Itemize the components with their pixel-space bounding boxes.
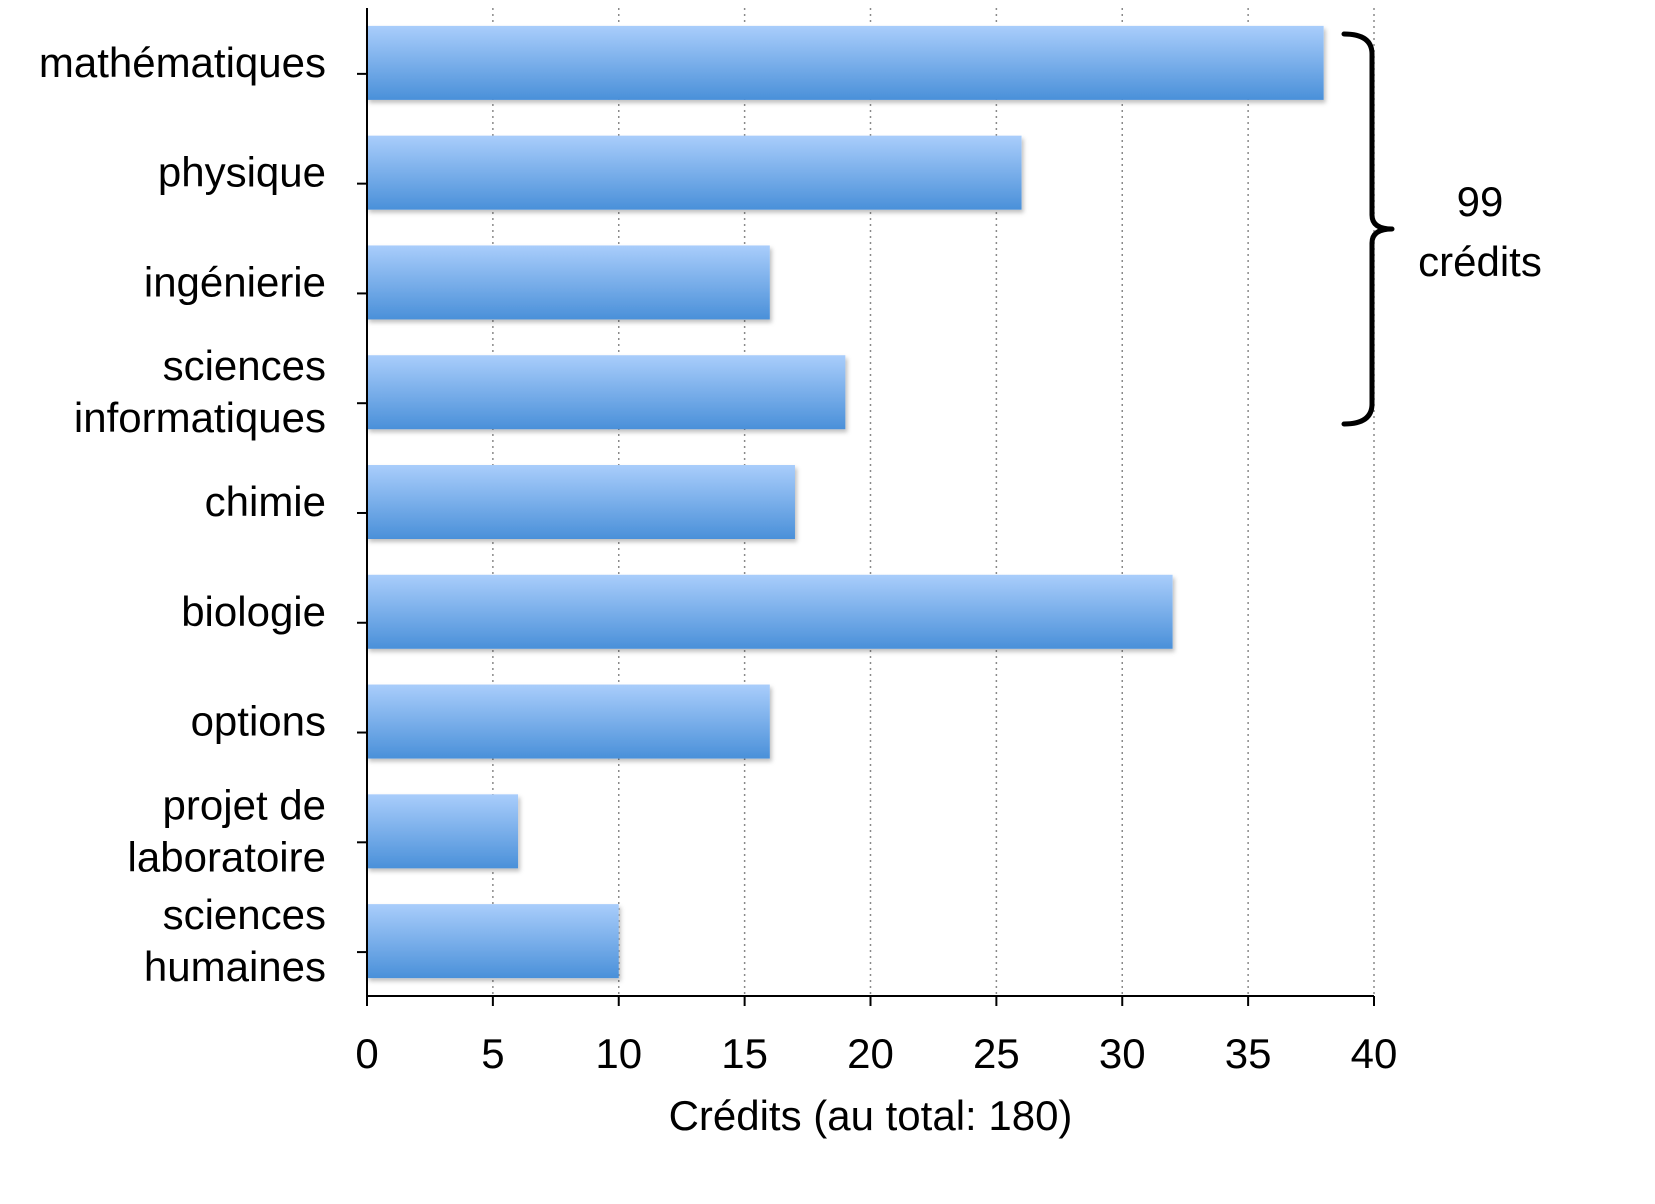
bar [367,135,1022,210]
annotation-text: crédits [1418,238,1542,285]
category-label: options [191,698,326,745]
category-label: laboratoire [128,833,326,880]
category-labels: mathématiques physique ingénierie sciences i… [39,39,326,990]
category-label: informatiques [74,394,326,441]
x-tick-label: 35 [1225,1030,1272,1077]
x-tick-label: 5 [481,1030,504,1077]
bar [367,355,846,430]
category-label: chimie [205,478,326,525]
bars [367,25,1324,979]
bar [367,684,770,759]
x-tick-label: 25 [973,1030,1020,1077]
axes [357,8,1375,1006]
bar [367,574,1173,649]
annotation-text: 99 [1457,178,1504,225]
total-annotation: 99 crédits [1341,31,1542,427]
x-tick-label: 30 [1099,1030,1146,1077]
x-tick-label: 20 [847,1030,894,1077]
x-tick-label: 10 [595,1030,642,1077]
bar [367,245,770,320]
curly-bracket [1341,31,1395,427]
x-tick-labels: 0 5 10 15 20 25 30 35 40 [355,1030,1397,1077]
category-label: humaines [144,943,326,990]
category-label: sciences [163,891,326,938]
bar [367,794,519,869]
bar [367,904,619,979]
category-label: physique [158,149,326,196]
x-tick-label: 0 [355,1030,378,1077]
category-label: mathématiques [39,39,326,86]
bar [367,465,795,539]
x-tick-label: 40 [1351,1030,1398,1077]
category-label: biologie [181,588,326,635]
x-axis-title: Crédits (au total: 180) [669,1092,1073,1139]
bar [367,25,1324,100]
category-label: projet de [163,781,326,828]
category-label: sciences [163,342,326,389]
x-tick-label: 15 [721,1030,768,1077]
category-label: ingénierie [144,258,326,305]
